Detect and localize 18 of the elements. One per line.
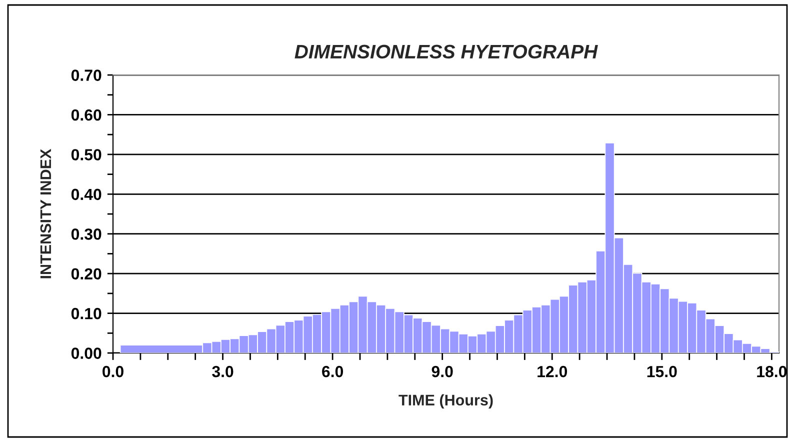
x-tick-label: 15.0 (647, 366, 677, 378)
y-tick-label: 0.10 (71, 308, 102, 320)
chart-title: DIMENSIONLESS HYETOGRAPH (294, 44, 598, 59)
x-tick-label: 9.0 (432, 366, 453, 378)
x-tick-label: 0.0 (102, 366, 124, 378)
x-tick-label: 12.0 (538, 366, 568, 378)
y-tick-label: 0.70 (71, 70, 102, 81)
y-tick-label: 0.00 (71, 348, 102, 359)
y-tick-label: 0.40 (71, 188, 102, 200)
y-tick-label: 0.30 (71, 228, 102, 240)
x-tick-label: 6.0 (322, 366, 344, 378)
x-axis-title: TIME (Hours) (398, 394, 493, 409)
y-axis-title: INTENSITY INDEX (40, 148, 52, 278)
y-tick-label: 0.60 (71, 109, 102, 121)
y-tick-label: 0.20 (71, 268, 102, 280)
y-tick-label: 0.50 (71, 149, 102, 160)
x-tick-label: 3.0 (212, 366, 234, 378)
x-tick-label: 18.0 (757, 366, 787, 378)
